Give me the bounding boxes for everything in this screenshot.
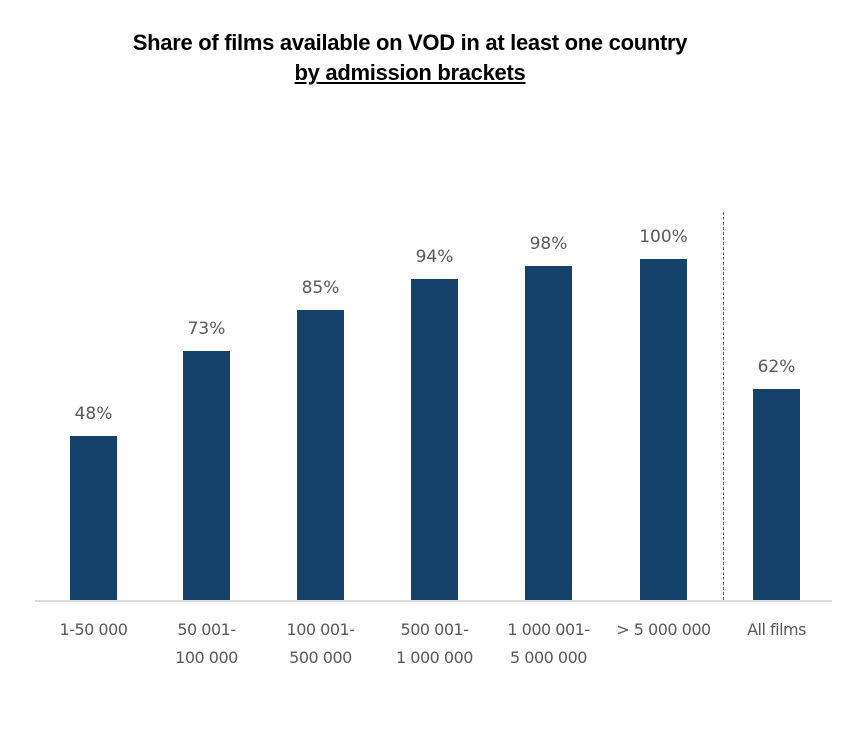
data-label: 85% (301, 278, 340, 299)
data-label: 98% (529, 233, 568, 254)
data-label: 94% (415, 247, 454, 268)
x-tick-line1: All films (747, 620, 806, 639)
x-tick-line1: 100 001- (286, 620, 355, 639)
data-label: 100% (639, 227, 688, 247)
bar (183, 351, 230, 600)
data-label: 48% (74, 404, 113, 425)
x-tick-line1: > 5 000 000 (616, 620, 711, 639)
dashed-separator (723, 212, 724, 600)
x-tick-line2: 1 000 000 (396, 648, 473, 667)
x-tick-line1: 500 001- (400, 620, 469, 639)
x-tick-line2: 100 000 (175, 648, 238, 667)
bar (525, 265, 572, 600)
bar (297, 310, 344, 600)
x-tick-line1: 1-50 000 (59, 620, 128, 639)
bar (640, 259, 687, 600)
x-tick-line2: 5 000 000 (510, 648, 587, 667)
x-tick-label: All films (722, 616, 832, 644)
x-tick-label: 100 001- 500 000 (266, 616, 376, 672)
data-label: 62% (757, 356, 796, 377)
bar (411, 279, 458, 600)
x-tick-label: 50 001- 100 000 (152, 616, 262, 672)
data-label: 73% (187, 319, 226, 340)
x-tick-label: > 5 000 000 (609, 616, 719, 644)
x-tick-label: 1-50 000 (39, 616, 149, 644)
bar (753, 388, 800, 600)
bar (70, 436, 117, 600)
x-axis-line (35, 600, 832, 602)
chart-subtitle: by admission brackets (294, 60, 526, 85)
x-tick-line2: 500 000 (289, 648, 352, 667)
x-tick-label: 500 001- 1 000 000 (380, 616, 490, 672)
x-tick-line1: 50 001- (177, 620, 236, 639)
x-tick-line1: 1 000 001- (507, 620, 590, 639)
chart-title: Share of films available on VOD in at le… (132, 30, 688, 55)
x-tick-label: 1 000 001- 5 000 000 (494, 616, 604, 672)
